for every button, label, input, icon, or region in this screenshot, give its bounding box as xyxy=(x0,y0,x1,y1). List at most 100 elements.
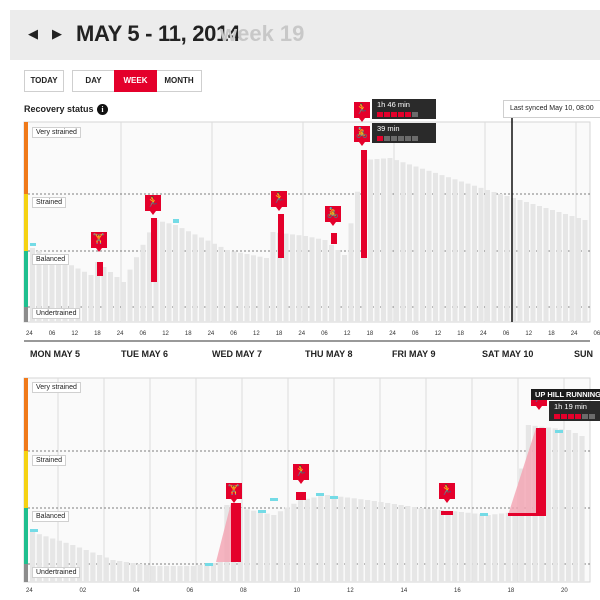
activity-popup-run[interactable]: 1h 46 min xyxy=(372,99,436,119)
recovery-bar xyxy=(164,566,170,582)
today-button[interactable]: TODAY xyxy=(24,70,64,92)
recovery-bar xyxy=(49,256,55,322)
zone-strip-undertrained xyxy=(24,307,28,322)
day-label-fri[interactable]: FRI MAY 9 xyxy=(392,349,436,359)
activity-spike xyxy=(361,150,367,258)
activity-duration: 39 min xyxy=(377,124,400,133)
chevron-right-icon[interactable]: ▶ xyxy=(52,26,62,41)
week-view-button[interactable]: WEEK xyxy=(114,70,157,92)
recovery-bar xyxy=(391,504,397,582)
activity-spike xyxy=(278,214,284,258)
cycling-icon[interactable]: 🚴 xyxy=(354,126,370,146)
recovery-bar xyxy=(225,250,230,322)
recovery-bar xyxy=(505,512,511,582)
hour-tick-label: 24 xyxy=(389,331,396,337)
recovery-bar xyxy=(504,196,510,322)
recovery-bar xyxy=(439,175,445,322)
intensity-bar xyxy=(377,112,383,117)
recovery-bar xyxy=(43,536,49,582)
excess-marker xyxy=(173,219,179,223)
recovery-bar xyxy=(298,500,304,582)
activity-duration: 1h 46 min xyxy=(377,100,410,109)
recovery-bar xyxy=(355,191,360,322)
weight-training-icon[interactable]: 🏋 xyxy=(91,232,107,252)
recovery-bar xyxy=(212,243,217,322)
hour-tick-label: 18 xyxy=(507,588,515,594)
recovery-bar xyxy=(498,194,503,322)
day-label-mon[interactable]: MON MAY 5 xyxy=(30,349,81,359)
month-view-button[interactable]: MONTH xyxy=(157,70,202,92)
activity-spike xyxy=(331,233,337,244)
recovery-bar xyxy=(270,232,276,322)
recovery-bar xyxy=(446,177,451,322)
intensity-bar xyxy=(582,414,588,419)
zone-label-balanced: Balanced xyxy=(32,254,70,265)
day-label-thu[interactable]: THU MAY 8 xyxy=(305,349,353,359)
zone-label-very-strained: Very strained xyxy=(32,127,81,138)
cycling-icon[interactable]: 🚴 xyxy=(325,206,341,226)
day-label-sun[interactable]: SUN xyxy=(574,349,594,359)
recovery-bar xyxy=(499,513,505,582)
day-label-sat[interactable]: SAT MAY 10 xyxy=(482,349,534,359)
intensity-bar xyxy=(391,136,397,141)
recovery-bar xyxy=(264,513,270,582)
recovery-bar xyxy=(405,506,411,582)
running-icon[interactable]: 🏃 xyxy=(293,464,309,484)
recovery-bar xyxy=(465,512,471,582)
running-icon[interactable]: 🏃 xyxy=(354,102,370,122)
recovery-bar xyxy=(257,512,263,582)
recovery-bar xyxy=(381,158,386,322)
hour-tick-label: 12 xyxy=(253,331,260,337)
recovery-bar xyxy=(137,564,143,582)
recovery-bar xyxy=(478,514,485,582)
recovery-bar xyxy=(97,555,103,582)
running-icon[interactable]: 🏃 xyxy=(271,191,287,211)
running-icon[interactable]: 🏃 xyxy=(439,483,455,503)
recovery-bar xyxy=(166,223,172,322)
recovery-bar xyxy=(413,166,419,322)
recovery-bar xyxy=(76,547,83,582)
hour-tick-label: 18 xyxy=(457,331,464,337)
recovery-bar xyxy=(324,495,330,582)
activity-popup-cycle[interactable]: 39 min xyxy=(372,123,436,143)
excess-marker xyxy=(30,529,38,532)
recovery-bar xyxy=(552,428,558,582)
activity-duration: 1h 19 min xyxy=(554,402,587,411)
intensity-bar xyxy=(384,136,390,141)
recovery-bar xyxy=(244,509,250,582)
intensity-bar xyxy=(561,414,567,419)
recovery-bar xyxy=(127,269,133,322)
intensity-bar xyxy=(377,136,383,141)
info-icon[interactable]: i xyxy=(97,104,108,115)
hour-tick-label: 24 xyxy=(480,331,487,337)
activity-popup-uphill[interactable]: 1h 19 min xyxy=(549,401,600,421)
intensity-bar xyxy=(412,136,418,141)
recovery-bar xyxy=(365,500,371,582)
recovery-bar xyxy=(348,223,354,322)
recovery-bar xyxy=(309,237,315,322)
recovery-bar xyxy=(530,204,536,322)
activity-spike xyxy=(296,492,306,500)
recovery-bar xyxy=(556,212,562,322)
intensity-bar xyxy=(554,414,560,419)
recovery-bar xyxy=(134,257,139,322)
recovery-bar xyxy=(192,234,198,322)
intensity-bars xyxy=(377,112,418,117)
activity-spike xyxy=(151,218,157,282)
day-label-tue[interactable]: TUE MAY 6 xyxy=(121,349,169,359)
recovery-bar xyxy=(452,511,458,582)
running-icon[interactable]: 🏃 xyxy=(145,195,161,215)
weight-training-icon[interactable]: 🏋 xyxy=(226,483,242,503)
recovery-bar xyxy=(296,235,302,322)
zone-label-undertrained: Undertrained xyxy=(32,567,81,578)
day-view-button[interactable]: DAY xyxy=(72,70,114,92)
intensity-bar xyxy=(575,414,581,419)
day-label-wed[interactable]: WED MAY 7 xyxy=(212,349,263,359)
recovery-bar xyxy=(283,233,289,322)
intensity-bar xyxy=(391,112,397,117)
chevron-left-icon[interactable]: ◀ xyxy=(28,26,38,41)
hour-tick-label: 06 xyxy=(139,331,147,337)
recovery-bar xyxy=(251,255,256,322)
recovery-bar xyxy=(559,429,565,582)
